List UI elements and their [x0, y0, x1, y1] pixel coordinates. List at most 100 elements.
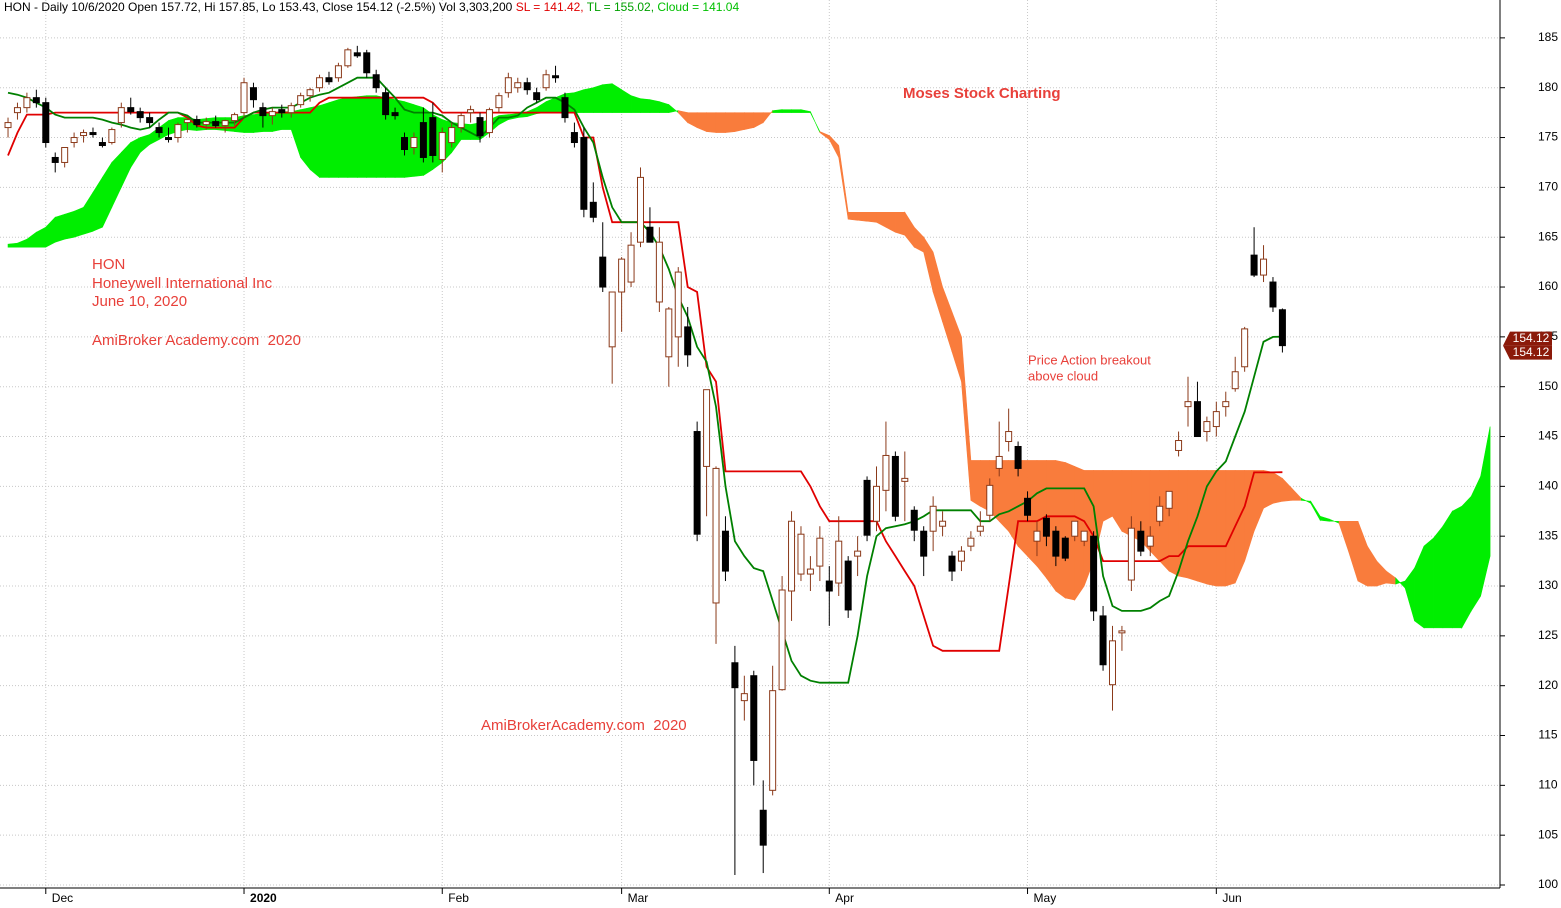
header: HON - Daily 10/6/2020 Open 157.72, Hi 15…: [4, 0, 739, 14]
candle-body: [788, 520, 796, 592]
header-text: HON - Daily 10/6/2020 Open 157.72, Hi 15…: [4, 0, 513, 14]
candle-body: [863, 479, 871, 536]
cloud-segment: [866, 211, 877, 223]
candle-body: [665, 308, 673, 358]
cloud-segment: [347, 96, 358, 178]
candle-body: [127, 107, 135, 113]
candle-body: [693, 431, 701, 535]
candle-body: [316, 77, 324, 89]
candle-body: [976, 525, 984, 532]
candle-body: [703, 389, 711, 467]
candle-body: [155, 127, 163, 134]
cloud-segment: [857, 211, 868, 222]
cloud-segment: [357, 95, 368, 178]
candle-body: [1175, 440, 1183, 451]
candle-body: [580, 137, 588, 210]
candle-body: [32, 97, 40, 104]
candle-body: [891, 455, 899, 517]
axes: 1001051101151201251301351401451501551601…: [45, 30, 1558, 905]
candle-body: [1241, 328, 1249, 368]
cloud-segment: [1461, 495, 1472, 630]
indicator-line: [7, 96, 1283, 652]
candle-body: [1042, 517, 1050, 537]
cloud-segment: [54, 213, 65, 243]
candle-body: [287, 105, 295, 114]
cloud-segment: [1178, 470, 1189, 579]
cloud-segment: [1216, 470, 1227, 587]
candle-body: [1231, 371, 1239, 390]
candle-body: [929, 505, 937, 532]
candle-body: [1269, 281, 1277, 308]
y-tick-label: 185: [1538, 30, 1558, 44]
x-tick-label: Dec: [52, 891, 73, 905]
candle-body: [70, 137, 78, 144]
candle-body: [750, 675, 758, 761]
candle-body: [797, 533, 805, 575]
candle-body: [1260, 258, 1268, 276]
candle-body: [146, 117, 154, 124]
candle-body: [514, 82, 522, 89]
cloud-segment: [791, 109, 802, 113]
candle-body: [4, 122, 12, 129]
y-tick-label: 130: [1538, 578, 1558, 592]
candle-body: [80, 132, 88, 137]
candle-body: [570, 132, 578, 144]
candle-body: [183, 119, 191, 124]
cloud-segment: [847, 211, 858, 221]
cloud-segment: [1197, 470, 1208, 585]
cloud-segment: [1470, 476, 1481, 612]
cloud-segment: [1433, 525, 1444, 629]
candle-body: [268, 111, 276, 117]
candle-body: [589, 201, 597, 218]
cloud-segment: [281, 111, 292, 130]
candle-body: [872, 485, 880, 522]
candle-body: [13, 107, 21, 114]
price-tag: [1503, 331, 1552, 346]
candle-body: [825, 580, 833, 592]
cloud-segment: [706, 112, 717, 133]
cloud-segment: [998, 460, 1009, 532]
cloud-segment: [64, 210, 75, 240]
cloud-segment: [253, 113, 264, 133]
candle-body: [646, 226, 654, 243]
candle-body: [523, 82, 531, 91]
candle-body: [731, 662, 739, 689]
candle-body: [221, 120, 229, 127]
cloud-segment: [725, 112, 736, 133]
candle-body: [23, 97, 31, 109]
annotation: June 10, 2020: [92, 293, 187, 310]
candle-body: [51, 156, 59, 163]
candle-body: [278, 109, 286, 114]
candles: [4, 45, 1286, 876]
candle-body: [1222, 401, 1230, 408]
annotation: Honeywell International Inc: [92, 275, 273, 292]
cloud-segment: [7, 242, 18, 248]
candle-body: [259, 107, 267, 117]
candle-body: [193, 119, 201, 126]
cloud-segment: [630, 95, 641, 113]
annotation: above cloud: [1028, 368, 1098, 383]
candle-body: [561, 97, 569, 119]
candle-body: [504, 77, 512, 94]
candle-body: [391, 112, 399, 117]
candle-body: [1024, 497, 1032, 516]
y-tick-label: 170: [1538, 180, 1558, 194]
candle-body: [410, 137, 418, 149]
candle-body: [920, 530, 928, 557]
candle-body: [117, 107, 125, 124]
candle-body: [240, 82, 248, 114]
price-tag: [1503, 345, 1552, 360]
cloud-segment: [1423, 537, 1434, 629]
candle-body: [334, 65, 342, 79]
cloud-segment: [366, 95, 377, 178]
candle-body: [1212, 411, 1220, 428]
header-sl: SL = 141.42,: [516, 0, 584, 14]
cloud-segment: [319, 102, 330, 178]
candle-body: [1080, 530, 1088, 542]
candle-body: [608, 291, 616, 348]
candle-body: [353, 52, 361, 57]
candle-body: [400, 137, 408, 150]
candle-body: [901, 477, 909, 482]
